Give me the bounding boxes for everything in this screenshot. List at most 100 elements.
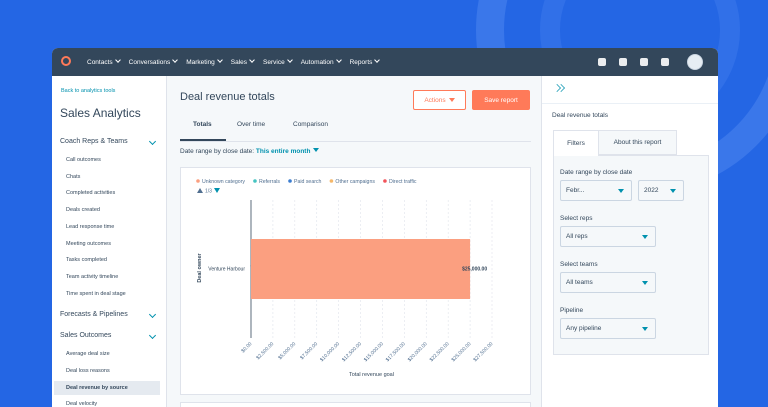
legend-label: Paid search xyxy=(294,179,322,185)
select[interactable]: All teams xyxy=(560,272,656,293)
caret xyxy=(618,189,624,193)
nav-link[interactable]: Completed activities xyxy=(54,186,160,200)
nav-icon[interactable] xyxy=(598,58,606,66)
select-value: 2022 xyxy=(644,187,659,194)
nav-link-label: Time spent in deal stage xyxy=(66,290,126,297)
nav-link[interactable]: Average deal size xyxy=(54,347,160,361)
nav-item-label: Marketing xyxy=(186,58,215,66)
x-tick-label: $20,000.00 xyxy=(407,341,429,363)
nav-icon[interactable] xyxy=(619,58,627,66)
nav-link-label: Meeting outcomes xyxy=(66,240,111,247)
nav-items: Contacts Conversations Marketing Sales Servi… xyxy=(87,48,381,76)
nav-icon[interactable] xyxy=(640,58,648,66)
nav-link[interactable]: Call outcomes xyxy=(54,153,160,167)
section-header[interactable]: Sales Outcomes xyxy=(60,332,157,340)
date-range-label: Date range by close date: xyxy=(180,148,255,155)
chevron xyxy=(114,56,121,63)
caret xyxy=(313,148,320,152)
select[interactable]: 2022 xyxy=(638,180,684,201)
x-tick-label: $22,500.00 xyxy=(429,341,451,363)
caret xyxy=(448,98,455,102)
chevron xyxy=(335,56,342,63)
date-range-value[interactable]: This entire month xyxy=(255,148,311,155)
nav-item[interactable]: Marketing xyxy=(186,56,223,66)
legend-swatch xyxy=(288,179,292,183)
chevron xyxy=(148,137,157,146)
select-value: Febr... xyxy=(566,187,585,194)
x-tick-label: $25,000.00 xyxy=(451,341,473,363)
x-tick-label: $7,500.00 xyxy=(299,341,319,361)
report-tab[interactable]: Totals xyxy=(193,121,212,128)
select[interactable]: All reps xyxy=(560,226,656,247)
legend-swatch xyxy=(329,179,334,183)
main-area: Deal revenue totals Actions Save report Tot… xyxy=(167,76,541,407)
x-tick-label: $27,500.00 xyxy=(472,341,494,363)
nav-link[interactable]: Chats xyxy=(54,170,160,184)
nav-link-label: Tasks completed xyxy=(66,257,107,264)
nav-link[interactable]: Time spent in deal stage xyxy=(54,287,160,301)
panel-tab[interactable]: About this report xyxy=(598,130,677,155)
chevron xyxy=(216,56,223,63)
pagination: 1/3 xyxy=(205,189,212,195)
avatar[interactable] xyxy=(687,54,703,70)
actions-label: Actions xyxy=(424,96,446,104)
date-range: Date range by close date: This entire mo… xyxy=(180,148,320,155)
nav-item-label: Conversations xyxy=(128,58,171,66)
nav-link[interactable]: Team activity timeline xyxy=(54,270,160,284)
nav-item-label: Service xyxy=(263,58,285,66)
nav-link[interactable]: Lead response time xyxy=(54,220,160,234)
legend-label: Unknown category xyxy=(202,179,245,185)
save-button[interactable]: Save report xyxy=(472,90,530,110)
chevron xyxy=(374,56,381,63)
nav-link[interactable]: Meeting outcomes xyxy=(54,237,160,251)
report-tab[interactable]: Comparison xyxy=(293,121,329,128)
nav-link[interactable]: Deals created xyxy=(54,203,160,217)
report-title: Deal revenue totals xyxy=(180,91,275,103)
legend-swatch xyxy=(196,179,200,183)
panel-tab-label: Filters xyxy=(567,140,585,147)
select[interactable]: Any pipeline xyxy=(560,318,656,339)
actions-button[interactable]: Actions xyxy=(413,90,466,110)
x-tick-label: $17,500.00 xyxy=(385,341,407,363)
caret xyxy=(642,281,648,285)
nav-link-label: Chats xyxy=(66,173,81,180)
back-link[interactable]: Back to analytics tools xyxy=(61,88,116,94)
nav-link-label: Completed activities xyxy=(66,190,116,197)
section-header[interactable]: Forecasts & Pipelines xyxy=(60,311,157,319)
nav-icon[interactable] xyxy=(661,58,669,66)
nav-link[interactable]: Tasks completed xyxy=(54,253,160,267)
nav-item[interactable]: Reports xyxy=(350,56,381,66)
legend-label: Other campaigns xyxy=(335,179,375,185)
right-panel: Deal revenue totals Filters About this rep… xyxy=(541,76,718,407)
section-header[interactable]: Coach Reps & Teams xyxy=(60,137,157,146)
nav-link[interactable]: Deal revenue by source xyxy=(54,380,160,395)
select[interactable]: Febr... xyxy=(560,180,632,201)
logo xyxy=(61,56,71,66)
nav-item[interactable]: Service xyxy=(263,56,293,66)
nav-item[interactable]: Conversations xyxy=(128,56,179,66)
tabs-border xyxy=(180,141,531,142)
x-tick-label: $2,500.00 xyxy=(255,341,275,361)
nav-item[interactable]: Contacts xyxy=(87,56,121,66)
caret xyxy=(670,189,676,193)
save-label: Save report xyxy=(484,96,518,104)
filter-label: Date range by close date xyxy=(560,169,633,176)
panel-divider xyxy=(542,103,718,104)
nav-link[interactable]: Deal loss reasons xyxy=(54,364,160,378)
tab-underline xyxy=(180,139,226,141)
x-tick-label: $10,000.00 xyxy=(319,341,341,363)
nav-item[interactable]: Sales xyxy=(231,56,255,66)
nav-link-label: Average deal size xyxy=(66,351,110,358)
chevron xyxy=(148,311,157,319)
collapse-icon[interactable] xyxy=(557,84,565,92)
y-axis-title: Deal owner xyxy=(197,252,203,282)
panel-tab[interactable]: Filters xyxy=(553,130,599,156)
nav-link-label: Deal revenue by source xyxy=(66,384,128,391)
nav-link-label: Deal velocity xyxy=(66,401,98,407)
nav-item[interactable]: Automation xyxy=(300,56,342,66)
nav-link[interactable]: Deal velocity xyxy=(54,397,160,407)
report-tab[interactable]: Over time xyxy=(237,121,266,128)
nav-item-label: Automation xyxy=(300,58,334,66)
